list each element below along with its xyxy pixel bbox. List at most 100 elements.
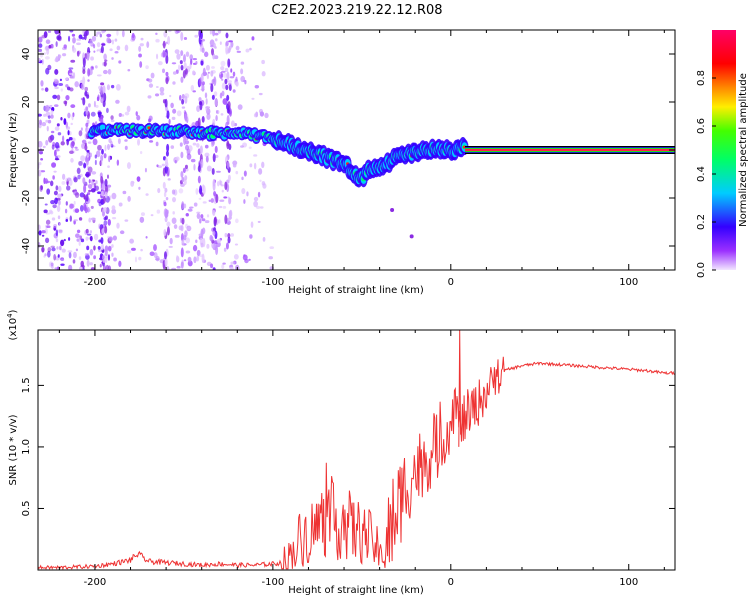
noise-speck bbox=[111, 192, 117, 200]
noise-speck bbox=[106, 37, 111, 44]
noise-speck bbox=[185, 237, 191, 244]
noise-speck bbox=[243, 199, 246, 204]
noise-speck bbox=[40, 157, 44, 161]
noise-speck bbox=[107, 245, 112, 252]
noise-speck bbox=[165, 196, 169, 201]
noise-speck bbox=[146, 41, 150, 48]
streak-speck bbox=[102, 211, 106, 217]
streak-speck bbox=[228, 84, 232, 91]
noise-speck bbox=[111, 39, 114, 45]
noise-speck bbox=[131, 247, 136, 251]
noise-speck bbox=[257, 191, 261, 198]
noise-speck bbox=[87, 141, 92, 144]
noise-speck bbox=[126, 250, 132, 254]
noise-speck bbox=[259, 111, 265, 117]
noise-speck bbox=[192, 58, 198, 61]
noise-speck bbox=[259, 206, 264, 209]
streak-speck bbox=[227, 236, 231, 244]
noise-speck bbox=[110, 84, 115, 89]
noise-speck bbox=[121, 30, 125, 38]
streak-speck bbox=[180, 261, 184, 269]
noise-speck bbox=[113, 257, 117, 262]
streak-speck bbox=[82, 97, 86, 106]
streak-speck bbox=[102, 258, 106, 263]
noise-speck bbox=[48, 44, 52, 49]
streak-speck bbox=[181, 98, 185, 105]
noise-speck bbox=[190, 158, 196, 163]
noise-speck bbox=[157, 61, 163, 66]
noise-speck bbox=[45, 212, 51, 215]
noise-speck bbox=[90, 56, 94, 61]
streak-speck bbox=[164, 208, 168, 219]
x-tick-label: 0 bbox=[448, 577, 454, 588]
noise-speck bbox=[80, 127, 83, 131]
noise-speck bbox=[172, 71, 177, 75]
noise-speck bbox=[193, 163, 196, 171]
streak-speck bbox=[224, 181, 228, 191]
noise-speck bbox=[194, 34, 199, 38]
noise-speck bbox=[74, 146, 78, 149]
noise-speck bbox=[219, 41, 222, 45]
noise-speck bbox=[56, 246, 59, 250]
streak-speck bbox=[201, 83, 205, 92]
noise-speck bbox=[264, 112, 269, 119]
streak-speck bbox=[181, 176, 185, 183]
streak-speck bbox=[83, 162, 87, 169]
noise-speck bbox=[172, 108, 177, 114]
noise-speck bbox=[66, 185, 71, 191]
noise-speck bbox=[116, 222, 120, 229]
noise-speck bbox=[78, 240, 81, 246]
streak-speck bbox=[82, 68, 86, 75]
noise-speck bbox=[48, 135, 53, 143]
noise-speck bbox=[78, 34, 83, 40]
noise-speck bbox=[159, 86, 165, 93]
noise-speck bbox=[185, 144, 189, 151]
noise-speck bbox=[261, 161, 265, 169]
x-tick-label: -100 bbox=[262, 277, 285, 288]
noise-speck bbox=[94, 185, 100, 191]
noise-speck bbox=[216, 180, 220, 187]
noise-speck bbox=[76, 229, 81, 234]
noise-speck bbox=[243, 170, 247, 177]
noise-speck bbox=[74, 192, 80, 199]
streak-speck bbox=[227, 58, 231, 68]
noise-speck bbox=[57, 215, 61, 220]
noise-speck bbox=[50, 130, 55, 134]
noise-speck bbox=[63, 44, 67, 49]
x-tick-label: -200 bbox=[84, 577, 107, 588]
noise-speck bbox=[140, 248, 143, 252]
noise-speck bbox=[44, 203, 48, 206]
noise-speck bbox=[54, 197, 58, 205]
noise-speck bbox=[118, 112, 123, 118]
noise-speck bbox=[219, 92, 223, 99]
streak-speck bbox=[228, 45, 232, 50]
noise-speck bbox=[204, 152, 210, 158]
noise-speck bbox=[261, 59, 265, 65]
noise-speck bbox=[39, 51, 44, 58]
noise-speck bbox=[93, 50, 96, 53]
noise-speck bbox=[89, 262, 93, 266]
noise-speck bbox=[91, 171, 97, 175]
streak-speck bbox=[227, 174, 231, 182]
noise-speck bbox=[87, 166, 93, 173]
noise-speck bbox=[74, 81, 79, 88]
noise-speck bbox=[53, 190, 58, 196]
noise-speck bbox=[174, 159, 177, 164]
streak-speck bbox=[103, 206, 107, 213]
x-tick-label: 100 bbox=[619, 277, 638, 288]
noise-speck bbox=[230, 68, 233, 73]
streak-speck bbox=[214, 145, 218, 154]
noise-speck bbox=[176, 110, 182, 117]
noise-speck bbox=[66, 86, 71, 91]
noise-speck bbox=[74, 208, 80, 213]
streak-speck bbox=[197, 117, 201, 128]
noise-speck bbox=[88, 179, 91, 184]
noise-speck bbox=[38, 162, 42, 166]
snr-frame bbox=[37, 329, 676, 571]
noise-speck bbox=[58, 229, 63, 234]
noise-speck bbox=[172, 196, 177, 203]
streak-speck bbox=[179, 60, 183, 65]
noise-speck bbox=[218, 219, 221, 224]
noise-speck bbox=[44, 45, 50, 52]
noise-speck bbox=[58, 222, 62, 226]
